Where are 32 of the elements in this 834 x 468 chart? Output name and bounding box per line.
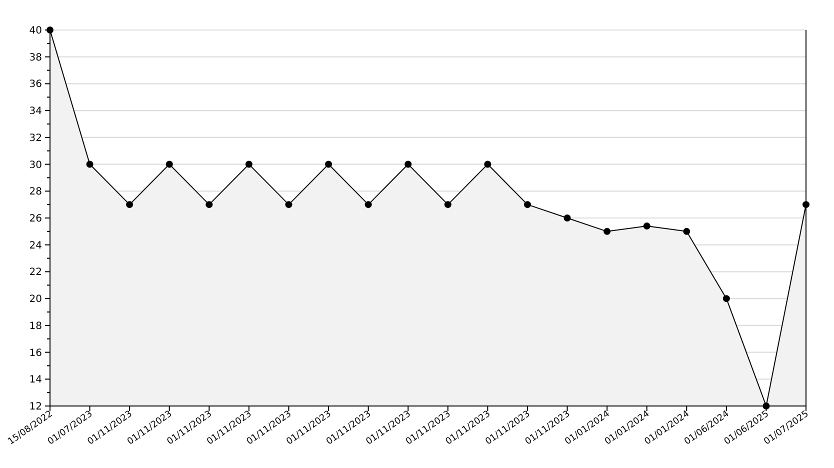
point [683, 228, 690, 235]
point [444, 201, 452, 208]
y-tick-label: 32 [29, 132, 42, 144]
y-tick-label: 12 [29, 402, 42, 412]
point [722, 295, 730, 302]
y-tick-label: 28 [29, 186, 42, 198]
point [564, 214, 571, 222]
point [166, 160, 173, 168]
point [604, 228, 611, 235]
point [245, 160, 252, 168]
y-tick-label: 36 [29, 79, 42, 90]
point [285, 201, 292, 208]
y-tick-label: 26 [29, 214, 42, 224]
point [643, 222, 650, 230]
point [206, 201, 213, 208]
point [364, 201, 372, 208]
y-tick-label: 38 [29, 52, 42, 64]
point [126, 201, 134, 208]
y-tick-label: 34 [29, 106, 42, 118]
point [325, 160, 332, 168]
y-tick-label: 20 [29, 294, 42, 306]
point [404, 160, 412, 168]
y-tick-label: 24 [29, 240, 42, 252]
y-tick-label: 16 [29, 348, 42, 359]
point [86, 160, 94, 168]
y-tick-label: 22 [29, 267, 42, 278]
y-tick-label: 14 [29, 374, 42, 386]
y-tick-label: 18 [29, 320, 42, 332]
y-tick-label: 40 [29, 26, 42, 36]
point [484, 160, 492, 168]
y-tick-label: 30 [29, 160, 42, 171]
point [524, 201, 531, 208]
